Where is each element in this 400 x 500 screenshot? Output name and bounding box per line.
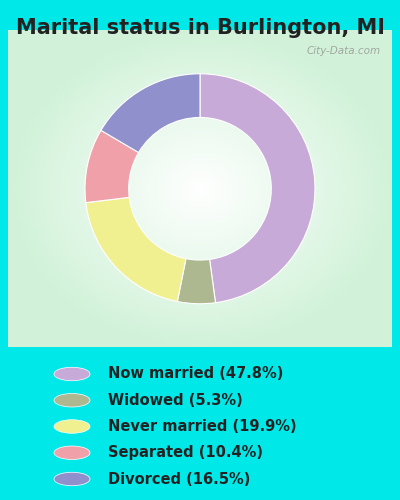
Circle shape bbox=[54, 472, 90, 486]
Text: Divorced (16.5%): Divorced (16.5%) bbox=[108, 472, 250, 486]
Circle shape bbox=[54, 420, 90, 433]
Wedge shape bbox=[200, 74, 315, 302]
Text: Now married (47.8%): Now married (47.8%) bbox=[108, 366, 283, 382]
Text: Widowed (5.3%): Widowed (5.3%) bbox=[108, 393, 243, 408]
Wedge shape bbox=[177, 258, 216, 304]
Text: City-Data.com: City-Data.com bbox=[306, 46, 380, 56]
Circle shape bbox=[54, 446, 90, 460]
Text: Separated (10.4%): Separated (10.4%) bbox=[108, 445, 263, 460]
Circle shape bbox=[54, 367, 90, 381]
Wedge shape bbox=[86, 198, 186, 302]
Text: Never married (19.9%): Never married (19.9%) bbox=[108, 419, 297, 434]
Wedge shape bbox=[101, 74, 200, 152]
Wedge shape bbox=[85, 130, 138, 202]
Text: Marital status in Burlington, MI: Marital status in Burlington, MI bbox=[16, 18, 384, 38]
Circle shape bbox=[54, 394, 90, 407]
